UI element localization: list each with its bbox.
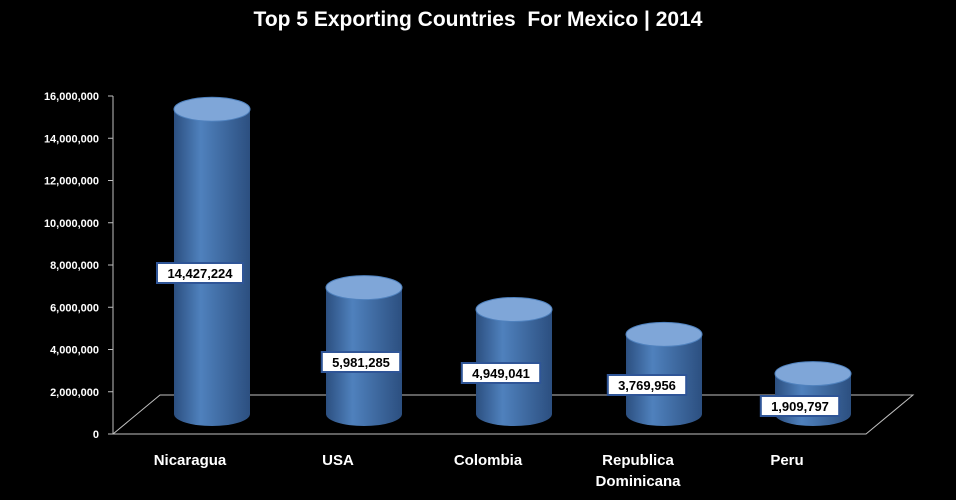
y-tick-label: 2,000,000 bbox=[50, 387, 99, 399]
axes: 0 2,000,000 4,000,000 6,000,000 8,000,000 10,… bbox=[44, 91, 915, 441]
labels: 14,427,224 5,981,285 4,949,041 3,769,956 1,9… bbox=[154, 262, 841, 490]
data-label-0: 14,427,224 bbox=[156, 262, 244, 284]
data-label-2: 4,949,041 bbox=[460, 362, 542, 384]
x-category-label: Colombia bbox=[454, 452, 523, 469]
y-tick-label: 4,000,000 bbox=[50, 345, 99, 357]
data-label-3: 3,769,956 bbox=[606, 374, 688, 396]
data-label-box bbox=[320, 351, 402, 373]
y-tick-label: 10,000,000 bbox=[44, 218, 99, 230]
bar-top bbox=[774, 361, 852, 387]
y-tick-label: 8,000,000 bbox=[50, 260, 99, 272]
data-label-box bbox=[606, 374, 688, 396]
data-label-text: 3,769,956 bbox=[618, 378, 676, 393]
y-tick-label: 0 bbox=[93, 429, 99, 441]
bar-1 bbox=[325, 275, 403, 426]
y-tick-label: 16,000,000 bbox=[44, 91, 99, 103]
data-label-text: 1,909,797 bbox=[771, 399, 829, 414]
y-tick-label: 12,000,000 bbox=[44, 176, 99, 188]
data-label-1: 5,981,285 bbox=[320, 351, 402, 373]
bar-2 bbox=[475, 296, 553, 426]
bar-top bbox=[325, 275, 403, 301]
floor-plane bbox=[111, 394, 915, 435]
bar-top bbox=[475, 296, 553, 322]
chart-title: Top 5 Exporting Countries For Mexico | 2… bbox=[253, 8, 703, 31]
x-category-label: Peru bbox=[770, 452, 803, 469]
data-label-text: 4,949,041 bbox=[472, 366, 530, 381]
y-tick-label: 6,000,000 bbox=[50, 302, 99, 314]
data-label-box bbox=[759, 395, 841, 417]
data-label-4: 1,909,797 bbox=[759, 395, 841, 417]
bar-top bbox=[625, 321, 703, 347]
bar-0 bbox=[173, 96, 251, 427]
y-tick-label: 14,000,000 bbox=[44, 133, 99, 145]
x-category-label: Nicaragua bbox=[154, 452, 227, 469]
data-label-text: 14,427,224 bbox=[167, 266, 233, 281]
x-category-label: Republica Dominicana bbox=[595, 452, 681, 490]
data-label-box bbox=[460, 362, 542, 384]
bar-top bbox=[173, 96, 251, 122]
data-label-box bbox=[156, 262, 244, 284]
x-category-label: USA bbox=[322, 452, 354, 469]
data-label-text: 5,981,285 bbox=[332, 355, 390, 370]
